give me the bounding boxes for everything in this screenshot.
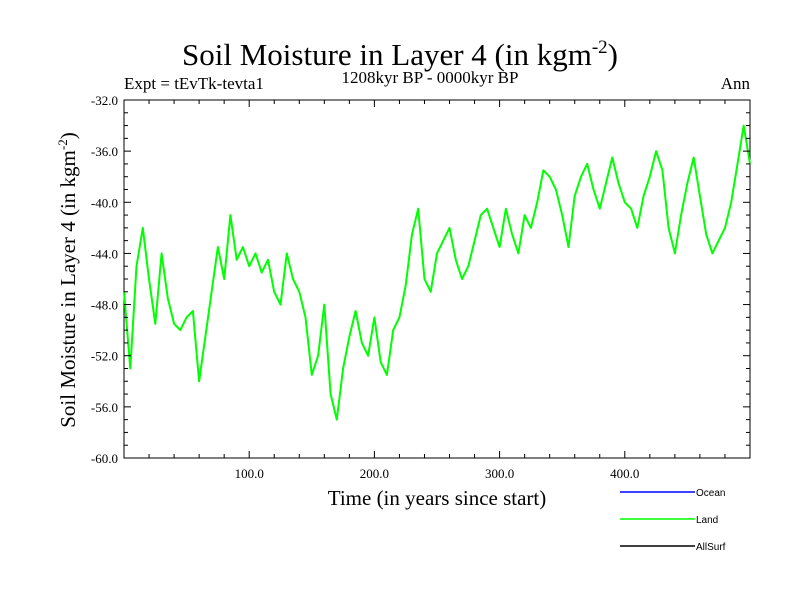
x-axis-label: Time (in years since start) [327,486,547,510]
y-tick-label: -56.0 [91,400,118,415]
y-axis-label: Soil Moisture in Layer 4 (in kgm-2) [55,132,80,428]
legend-label-land: Land [696,515,718,526]
period-label: 1208kyr BP - 0000kyr BP [341,68,519,87]
y-tick-label: -60.0 [91,451,118,466]
ticks: -32.0 -36.0 -40.0 -44.0 -48.0 -52.0 -56.0 -60.0… [91,93,750,481]
expt-label: Expt = tEvTk-tevta1 [124,74,264,93]
legend-label-ocean: Ocean [696,488,725,499]
x-tick-label: 400.0 [610,466,639,481]
y-tick-label: -52.0 [91,349,118,364]
x-tick-label: 200.0 [360,466,389,481]
y-tick-label: -44.0 [91,246,118,261]
chart-title: Soil Moisture in Layer 4 (in kgm-2) [182,37,618,72]
series-layer [123,124,751,421]
y-tick-label: -40.0 [91,195,118,210]
y-tick-label: -48.0 [91,298,118,313]
y-tick-label: -36.0 [91,144,118,159]
x-tick-label: 300.0 [485,466,514,481]
legend-label-allsurf: AllSurf [696,542,726,553]
series-line-land [123,124,751,421]
x-tick-label: 100.0 [235,466,264,481]
y-tick-label: -32.0 [91,93,118,108]
season-label: Ann [720,74,750,93]
legend: Ocean Land AllSurf [620,488,726,553]
